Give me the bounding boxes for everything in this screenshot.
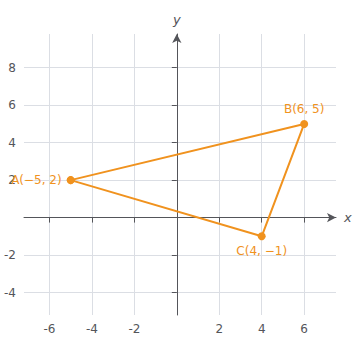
svg-text:4: 4 — [258, 322, 266, 336]
svg-text:x: x — [343, 210, 352, 225]
svg-text:-4: -4 — [4, 286, 16, 300]
svg-text:6: 6 — [300, 322, 308, 336]
svg-text:4: 4 — [8, 136, 16, 150]
svg-text:8: 8 — [8, 61, 16, 75]
svg-text:2: 2 — [215, 322, 223, 336]
svg-text:-2: -2 — [4, 248, 16, 262]
svg-text:6: 6 — [8, 98, 16, 112]
svg-text:B(6, 5): B(6, 5) — [284, 102, 325, 116]
svg-text:A(−5, 2): A(−5, 2) — [11, 173, 62, 187]
svg-text:-6: -6 — [43, 322, 55, 336]
svg-text:-2: -2 — [128, 322, 140, 336]
svg-text:y: y — [172, 12, 181, 27]
svg-text:C(4, −1): C(4, −1) — [236, 244, 287, 258]
svg-text:-4: -4 — [86, 322, 98, 336]
